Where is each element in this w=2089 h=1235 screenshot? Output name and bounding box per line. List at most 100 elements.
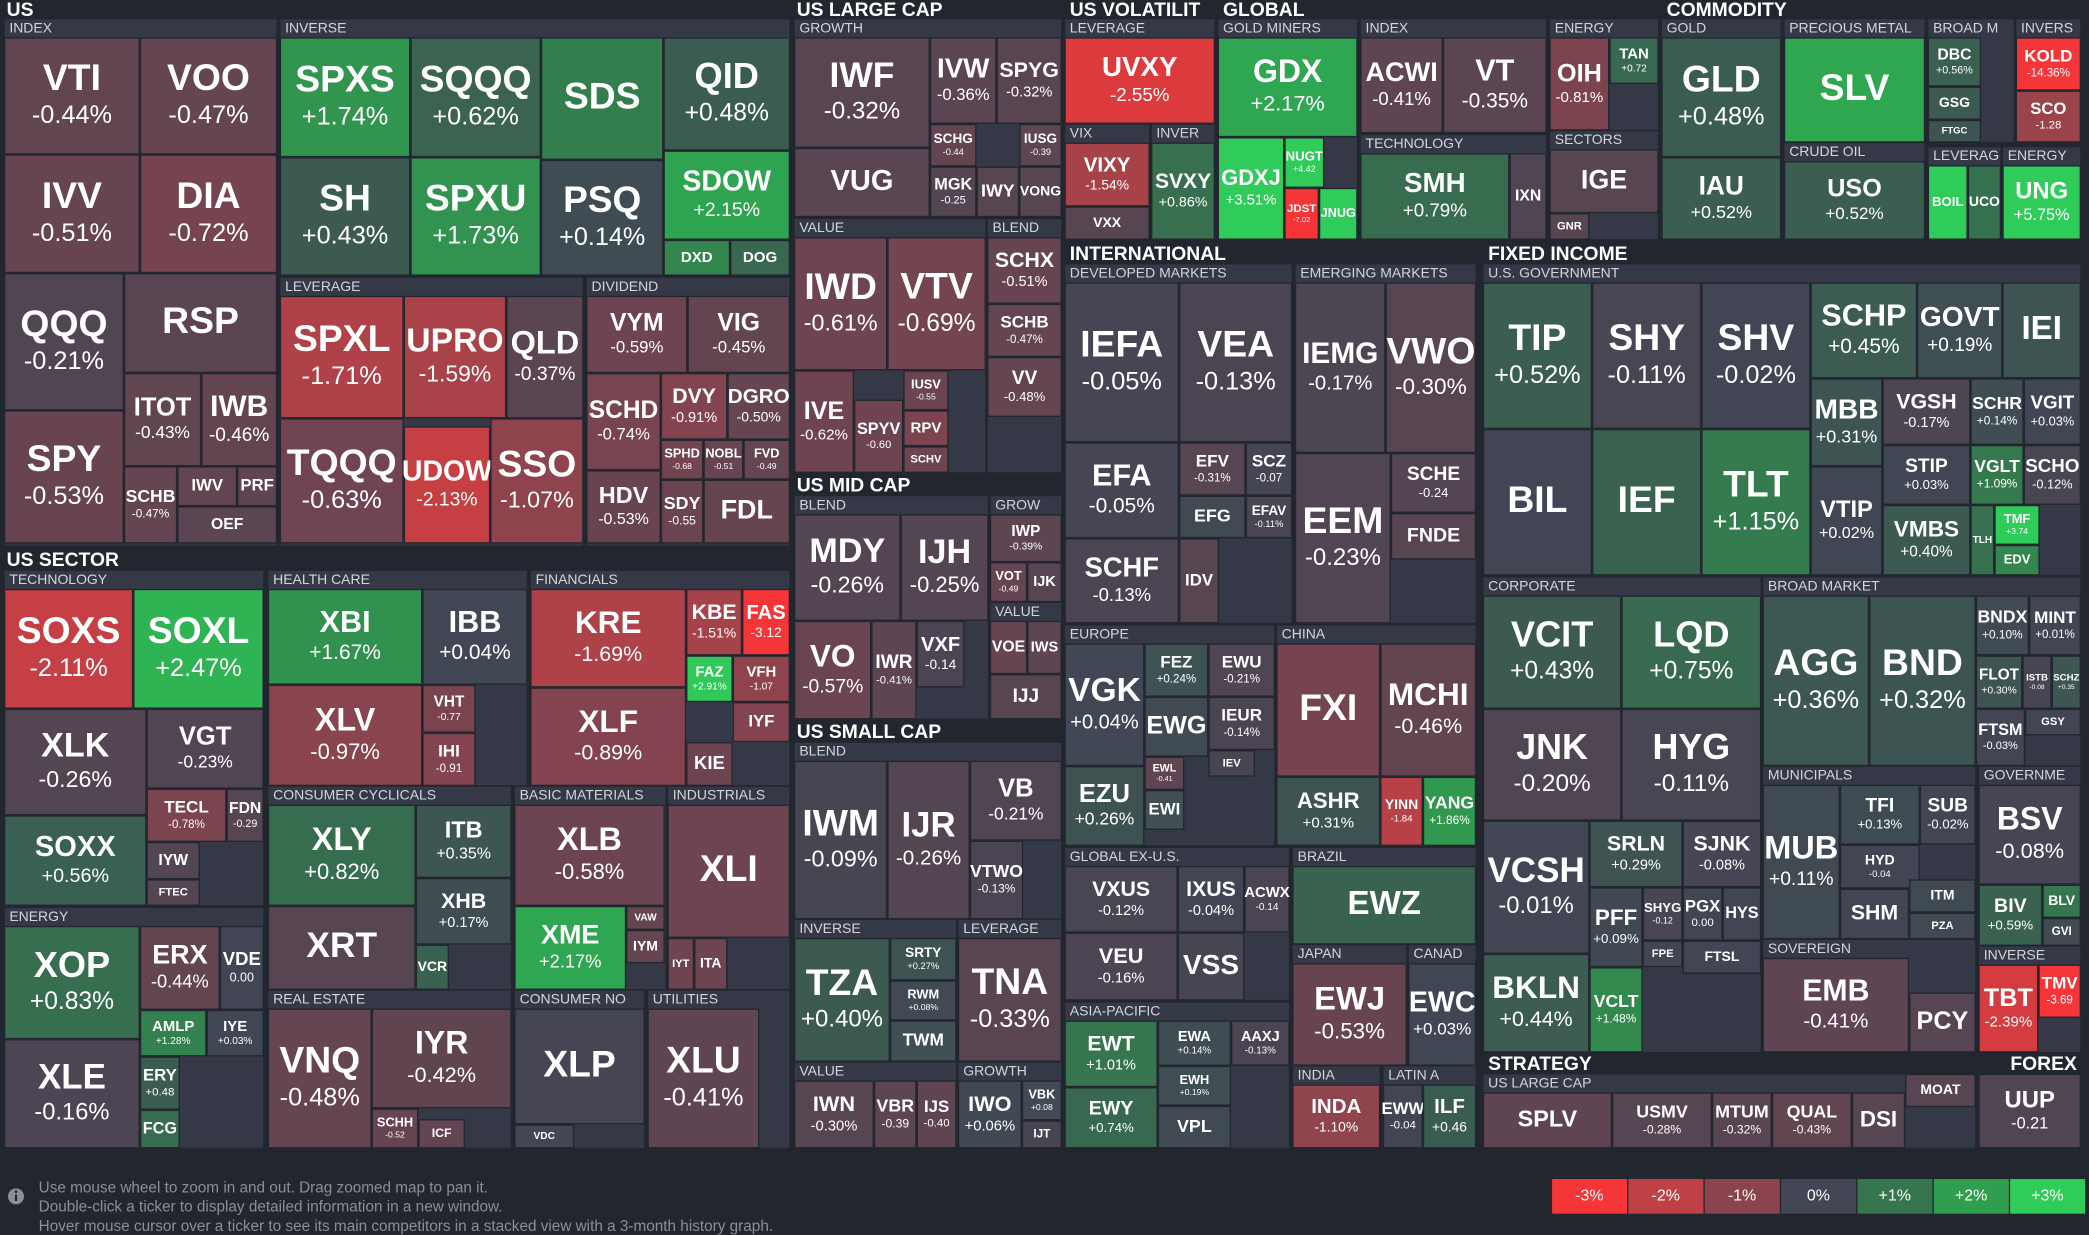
tile-label: VIXY	[1084, 153, 1131, 176]
tile	[279, 157, 411, 276]
tile	[1208, 696, 1275, 751]
section-title: COMMODITY	[1667, 0, 1787, 21]
tile-label: VXF	[921, 634, 960, 656]
tile-value: +0.17%	[439, 915, 489, 931]
tile-label: SLV	[1820, 66, 1890, 108]
tile	[903, 370, 949, 411]
tile-label: TECL	[164, 798, 209, 817]
tile-label: ERY	[143, 1065, 177, 1084]
tile-label: SDY	[664, 493, 701, 513]
tile-label: SCHF	[1085, 552, 1159, 583]
group-label: SECTORS	[1555, 131, 1622, 147]
tile	[2051, 655, 2081, 709]
tile	[903, 446, 949, 473]
tile-value: +0.35	[2058, 684, 2075, 691]
tile-label: IEF	[1618, 478, 1676, 520]
tile-label: DOG	[743, 249, 777, 266]
tile	[2002, 165, 2081, 240]
tile-label: BOIL	[1932, 194, 1963, 209]
tile-label: XLV	[315, 701, 376, 737]
tile-value: +0.14%	[1178, 1046, 1212, 1057]
tile	[1482, 1092, 1613, 1149]
tile	[794, 147, 930, 218]
tile	[1509, 153, 1547, 240]
tile-value: -0.37%	[514, 364, 575, 385]
tile	[1810, 466, 1883, 576]
tile	[1589, 887, 1643, 968]
tile	[1661, 37, 1782, 158]
tile-label: VWO	[1386, 330, 1475, 372]
tile	[1927, 86, 1982, 120]
tile-value: -0.26%	[811, 571, 884, 597]
tile	[969, 760, 1062, 841]
tile-value: +0.08%	[908, 1002, 938, 1012]
tile-value: -0.13%	[1245, 1046, 1276, 1057]
tile-label: QLD	[511, 325, 580, 361]
tile	[1682, 887, 1723, 941]
tile	[1294, 452, 1391, 624]
section-title: STRATEGY	[1488, 1054, 1592, 1075]
tile-value: -0.42%	[407, 1062, 476, 1087]
tile-value: -0.49	[999, 584, 1019, 594]
tile-label: VTIP	[1820, 497, 1873, 523]
tile-value: -0.26%	[39, 766, 112, 792]
tile-value: -0.53%	[1314, 1018, 1385, 1043]
tile-label: STIP	[1905, 456, 1948, 477]
tile-value: -0.05%	[1082, 368, 1162, 396]
tile-label: AGG	[1773, 641, 1858, 683]
tile	[694, 937, 728, 990]
legend-box	[2010, 1179, 2086, 1214]
tile	[1292, 865, 1477, 945]
tile-value: -0.57%	[802, 677, 863, 698]
tile-label: NUGT	[1286, 148, 1323, 163]
tile-label: TMF	[2004, 511, 2030, 526]
tile-label: SCHH	[377, 1114, 413, 1129]
tile-label: EWA	[1178, 1029, 1212, 1045]
tile	[1612, 1092, 1712, 1149]
tile-label: VTV	[900, 264, 973, 306]
tile	[146, 708, 264, 789]
tile-label: SPXS	[295, 57, 395, 99]
group-label: EMERGING MARKETS	[1300, 264, 1447, 280]
group-label: LATIN A	[1388, 1066, 1440, 1082]
tile-value: -0.01%	[1498, 892, 1574, 919]
tile-label: IEV	[1223, 757, 1242, 769]
tile-label: JDST	[1287, 203, 1316, 215]
tile-label: PRF	[240, 476, 274, 495]
tile-label: BLV	[2048, 892, 2076, 908]
tile-value: -0.07	[1256, 472, 1282, 484]
tile-value: -0.33%	[970, 1005, 1050, 1033]
tile	[1027, 562, 1062, 603]
tile-label: GVI	[2052, 925, 2072, 938]
tile	[929, 37, 997, 124]
tile	[660, 479, 704, 544]
tile-label: EMB	[1802, 974, 1869, 1007]
tile	[177, 506, 278, 544]
tile-label: INDA	[1311, 1095, 1361, 1118]
tile-label: SCZ	[1252, 451, 1286, 470]
tile-value: -0.63%	[302, 486, 382, 514]
tile	[989, 674, 1062, 720]
tile-label: SRLN	[1607, 832, 1665, 856]
group-label: BROAD MARKET	[1768, 578, 1880, 594]
tile-label: HYS	[1725, 904, 1759, 922]
tile	[1179, 282, 1293, 443]
tile	[226, 788, 264, 842]
tile	[1909, 879, 1976, 913]
tile-value: -0.32%	[1006, 84, 1052, 100]
tile-value: -0.21%	[988, 803, 1043, 823]
tile-label: JNUG	[1321, 206, 1356, 220]
tile-label: MOAT	[1920, 1081, 1961, 1097]
tile	[703, 479, 791, 544]
tile-label: VUG	[831, 165, 894, 197]
tile-value: +0.48%	[685, 99, 769, 126]
tile	[1276, 643, 1381, 777]
tile-label: FTSM	[1978, 721, 2022, 739]
tile-value: -0.28%	[1643, 1122, 1682, 1136]
tile	[1621, 708, 1762, 821]
tile	[794, 760, 888, 920]
tile-label: FCG	[143, 1119, 177, 1137]
tile	[4, 815, 147, 906]
tile	[1927, 37, 1982, 87]
tile-value: -0.24	[1419, 485, 1449, 500]
